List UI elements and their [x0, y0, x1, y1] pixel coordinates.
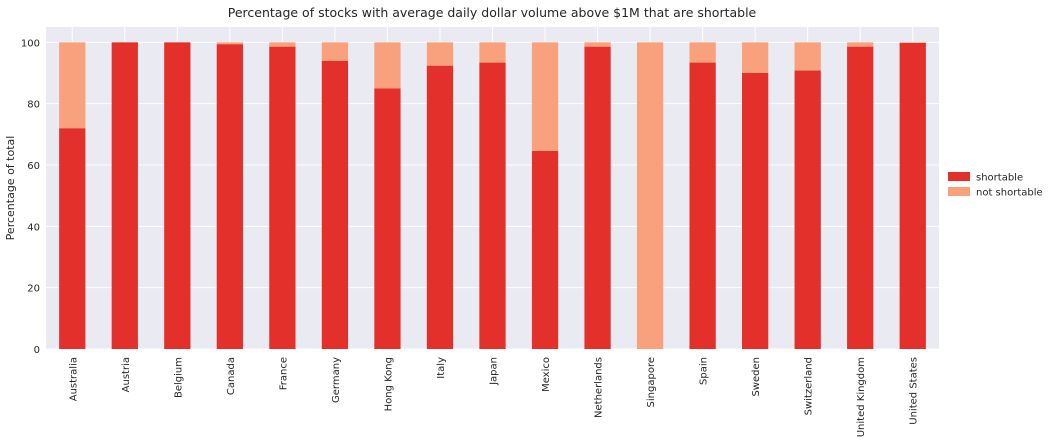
bar-shortable-italy: [426, 65, 454, 349]
bar-shortable-mexico: [531, 150, 559, 349]
bar-shortable-austria: [111, 42, 138, 349]
legend-swatch: [948, 187, 970, 196]
bar-not-shortable-japan: [479, 42, 506, 63]
y-tick-label: 80: [27, 100, 40, 111]
bar-not-shortable-mexico: [531, 42, 559, 151]
x-tick-label: France: [278, 357, 289, 390]
bar-shortable-sweden: [742, 73, 769, 349]
x-tick-label: Singapore: [646, 357, 657, 407]
bar-shortable-germany: [321, 60, 349, 349]
x-tick-label: Austria: [121, 357, 132, 392]
x-tick-label: Italy: [436, 357, 447, 379]
x-axis-ticks: Australia Austria Belgium Canada France Germa…: [68, 357, 919, 437]
chart-title: Percentage of stocks with average daily …: [228, 5, 757, 20]
x-tick-label: Sweden: [751, 357, 762, 397]
x-tick-label: Netherlands: [594, 357, 605, 418]
bar-shortable-france: [269, 46, 296, 349]
x-tick-label: Belgium: [173, 357, 184, 398]
bar-not-shortable-germany: [321, 42, 349, 61]
x-tick-label: United States: [909, 357, 920, 425]
legend-label: not shortable: [976, 188, 1043, 199]
bar-shortable-united-kingdom: [847, 46, 874, 349]
x-tick-label: United Kingdom: [856, 357, 867, 437]
x-tick-label: Germany: [331, 357, 342, 403]
bar-not-shortable-spain: [689, 42, 716, 63]
x-tick-label: Canada: [226, 357, 237, 395]
legend-swatch: [948, 172, 970, 181]
x-tick-label: Japan: [489, 357, 500, 386]
bar-shortable-belgium: [164, 42, 191, 349]
x-tick-label: Mexico: [541, 357, 552, 392]
bar-not-shortable-united-states: [899, 42, 926, 43]
bar-not-shortable-france: [269, 42, 296, 47]
bar-not-shortable-singapore: [636, 42, 664, 349]
y-tick-label: 40: [27, 222, 40, 233]
bar-shortable-netherlands: [584, 46, 611, 349]
bar-not-shortable-switzerland: [794, 42, 821, 71]
bar-shortable-japan: [479, 62, 506, 349]
bar-shortable-united-states: [899, 42, 926, 350]
x-tick-label: Hong Kong: [383, 357, 394, 411]
x-tick-label: Spain: [699, 357, 710, 385]
legend-label: shortable: [976, 173, 1023, 184]
y-tick-label: 100: [21, 38, 40, 49]
bar-not-shortable-italy: [426, 42, 454, 66]
y-tick-label: 60: [27, 161, 40, 172]
bar-shortable-canada: [216, 44, 243, 349]
bar-not-shortable-netherlands: [584, 42, 611, 47]
bar-not-shortable-hong-kong: [374, 42, 401, 89]
x-tick-label: Australia: [68, 357, 79, 401]
y-tick-label: 20: [27, 284, 40, 295]
y-axis-ticks: 0 20 40 60 80 100: [21, 38, 40, 356]
bar-shortable-hong-kong: [374, 88, 401, 349]
bar-not-shortable-australia: [59, 42, 86, 129]
bar-not-shortable-canada: [216, 42, 243, 45]
bar-not-shortable-united-kingdom: [847, 42, 874, 47]
y-tick-label: 0: [34, 345, 40, 356]
bar-shortable-switzerland: [794, 70, 821, 350]
bars: [59, 42, 926, 350]
bar-not-shortable-sweden: [742, 42, 769, 73]
legend: shortable not shortable: [948, 172, 1043, 199]
bar-shortable-australia: [59, 128, 86, 349]
x-tick-label: Switzerland: [804, 357, 815, 415]
y-axis-label: Percentage of total: [4, 136, 17, 241]
bar-shortable-spain: [689, 62, 716, 349]
